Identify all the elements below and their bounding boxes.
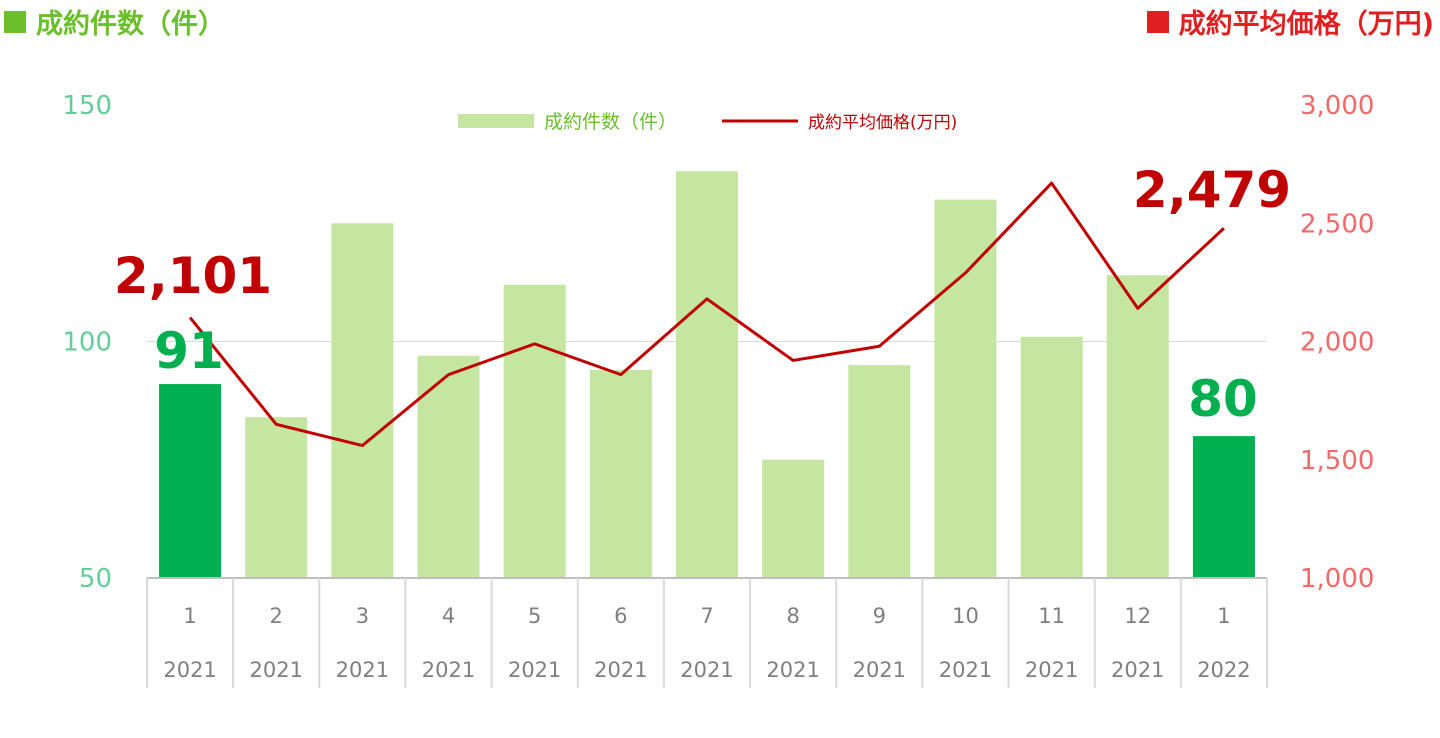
category-year-label: 2021 bbox=[680, 658, 733, 682]
bar bbox=[417, 355, 480, 578]
category-year-label: 2021 bbox=[939, 658, 992, 682]
callout-price-last: 2,479 bbox=[1133, 161, 1291, 219]
category-month-label: 2 bbox=[270, 604, 283, 628]
category-year-label: 2021 bbox=[853, 658, 906, 682]
left-axis-title-text: 成約件数（件） bbox=[36, 9, 225, 40]
bar bbox=[676, 171, 738, 578]
callouts: 2,101 91 2,479 80 bbox=[114, 161, 1291, 428]
category-month-label: 11 bbox=[1038, 604, 1065, 628]
callout-count-last: 80 bbox=[1188, 370, 1258, 428]
category-year-label: 2021 bbox=[250, 658, 303, 682]
category-month-label: 12 bbox=[1124, 604, 1151, 628]
category-year-label: 2021 bbox=[1025, 658, 1078, 682]
red-square-icon bbox=[1146, 10, 1169, 33]
legend-bar-swatch bbox=[458, 114, 534, 128]
category-year-label: 2021 bbox=[163, 658, 216, 682]
category-month-label: 7 bbox=[700, 604, 713, 628]
right-axis-title: 成約平均価格（万円) bbox=[1146, 2, 1434, 41]
category-year-label: 2021 bbox=[336, 658, 389, 682]
bar bbox=[1192, 436, 1255, 578]
category-month-label: 10 bbox=[952, 604, 979, 628]
bar bbox=[589, 369, 652, 578]
bar bbox=[1020, 336, 1083, 578]
bar bbox=[762, 459, 825, 578]
bar bbox=[1106, 275, 1169, 578]
bar bbox=[245, 417, 308, 578]
right-tick-label: 1,500 bbox=[1300, 446, 1374, 476]
right-axis-ticks: 1,000 1,500 2,000 2,500 3,000 bbox=[1300, 91, 1374, 594]
category-year-label: 2021 bbox=[1111, 658, 1164, 682]
legend-line-label: 成約平均価格(万円) bbox=[808, 113, 957, 133]
callout-price-first: 2,101 bbox=[114, 247, 272, 305]
bar-series bbox=[159, 171, 1255, 578]
bar bbox=[848, 365, 911, 578]
left-axis-ticks: 50 100 150 bbox=[62, 91, 112, 594]
green-square-icon bbox=[4, 10, 26, 33]
bar bbox=[331, 223, 394, 578]
category-month-label: 4 bbox=[442, 604, 455, 628]
category-year-label: 2021 bbox=[508, 658, 561, 682]
category-month-label: 6 bbox=[614, 604, 627, 628]
category-year-label: 2021 bbox=[766, 658, 819, 682]
category-month-label: 1 bbox=[1217, 604, 1230, 628]
bar bbox=[934, 199, 997, 578]
left-tick-label: 50 bbox=[79, 564, 112, 594]
legend-bar-label: 成約件数（件） bbox=[544, 111, 677, 133]
category-year-label: 2021 bbox=[422, 658, 475, 682]
left-axis-title: 成約件数（件） bbox=[4, 2, 225, 41]
right-tick-label: 3,000 bbox=[1300, 91, 1374, 121]
left-tick-label: 150 bbox=[62, 91, 112, 121]
right-tick-label: 1,000 bbox=[1300, 564, 1374, 594]
category-month-label: 3 bbox=[356, 604, 369, 628]
category-month-label: 8 bbox=[786, 604, 799, 628]
left-tick-label: 100 bbox=[62, 328, 112, 358]
right-axis-title-text: 成約平均価格（万円) bbox=[1178, 9, 1434, 40]
right-tick-label: 2,000 bbox=[1300, 328, 1374, 358]
category-month-label: 1 bbox=[183, 604, 196, 628]
axes bbox=[146, 577, 1268, 688]
price-line bbox=[188, 181, 1225, 448]
callout-count-first: 91 bbox=[154, 322, 224, 380]
bar bbox=[503, 284, 566, 578]
category-labels: 1 2021 2 2021 3 2021 4 2021 5 2021 6 2021 7 2021 8 2021… bbox=[163, 604, 1250, 682]
category-month-label: 9 bbox=[873, 604, 886, 628]
category-year-label: 2022 bbox=[1197, 658, 1250, 682]
right-tick-label: 2,500 bbox=[1300, 209, 1374, 239]
category-month-label: 5 bbox=[528, 604, 541, 628]
bar bbox=[159, 384, 222, 578]
line-series bbox=[188, 181, 1225, 448]
category-year-label: 2021 bbox=[594, 658, 647, 682]
legend: 成約件数（件） 成約平均価格(万円) bbox=[458, 111, 957, 133]
